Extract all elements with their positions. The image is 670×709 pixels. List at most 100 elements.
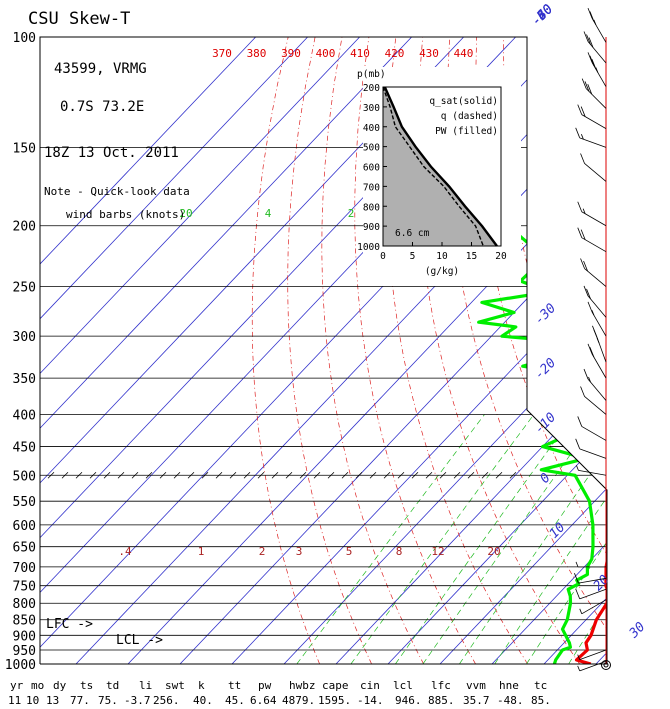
wind-barb <box>575 127 607 148</box>
wind-barb <box>583 31 607 64</box>
isobar-hatch <box>131 471 139 479</box>
index-value: -14. <box>357 694 384 707</box>
wind-barb-flag <box>574 573 579 584</box>
index-value: 256. <box>153 694 180 707</box>
isobar-hatch <box>187 471 195 479</box>
wind-barb-staff <box>581 237 607 253</box>
index-value: 35.7 <box>463 694 490 707</box>
isobar-hatch <box>229 471 237 479</box>
isobar-hatch <box>103 471 111 479</box>
wind-barb-flag <box>593 19 597 26</box>
isobar-hatch <box>215 471 223 479</box>
wind-barb-staff <box>587 295 607 318</box>
pressure-tick-label: 850 <box>13 614 36 629</box>
isobar-hatch <box>159 471 167 479</box>
wind-barb-flag <box>575 588 581 599</box>
wind-barb-flag <box>589 347 595 358</box>
index-value: 4879. <box>282 694 315 707</box>
wind-barb-flag <box>587 52 593 63</box>
isobar-hatch <box>299 471 307 479</box>
wind-barb-staff <box>581 426 607 441</box>
mixing-ratio-label: 2 <box>259 545 266 558</box>
wind-barb-flag <box>589 55 595 66</box>
index-value: 11 <box>8 694 21 707</box>
pressure-tick-label: 1000 <box>5 658 36 673</box>
pressure-tick-label: 300 <box>13 330 36 345</box>
wind-barb-staff <box>581 211 607 227</box>
index-value: 946. <box>395 694 422 707</box>
dry-adiabat-line <box>583 37 607 664</box>
index-value: 10 <box>26 694 39 707</box>
index-header: ts <box>80 679 93 692</box>
wind-barb <box>576 465 607 476</box>
chart-title: CSU Skew-T <box>28 9 130 29</box>
index-header: li <box>139 679 152 692</box>
wind-barb-staff <box>591 353 607 379</box>
isotherm-line <box>127 37 607 664</box>
isotherm-line <box>335 37 607 664</box>
wind-barb-flag <box>577 104 583 115</box>
wind-barb-flag <box>582 208 586 214</box>
pressure-tick-label: 250 <box>13 281 36 296</box>
pressure-tick-label: 400 <box>13 408 36 423</box>
isotherm-label: 30 <box>626 619 649 642</box>
wind-barb-flag <box>588 376 591 383</box>
isotherm-line <box>40 37 308 664</box>
theta-label: 440 <box>454 47 474 60</box>
mixing-ratio-label: 4 <box>265 207 272 220</box>
wind-barb-flag <box>591 59 597 70</box>
wind-barb-flag <box>580 258 585 269</box>
wind-barb-flag <box>589 11 595 22</box>
isobar-hatch <box>439 471 447 479</box>
dewpoint-curve <box>477 224 595 664</box>
index-header: mo <box>31 679 44 692</box>
pressure-tick-label: 600 <box>13 519 36 534</box>
dry-adiabat-line <box>638 37 670 664</box>
wind-barb-flag <box>581 78 587 89</box>
index-header: hwbz <box>289 679 316 692</box>
wind-barb <box>579 599 607 615</box>
wind-barb-flag <box>581 134 584 140</box>
index-value: 45. <box>225 694 245 707</box>
pressure-tick-label: 950 <box>13 644 36 659</box>
lfc-label: LFC -> <box>46 617 93 632</box>
pressure-tick-label: 100 <box>13 31 36 46</box>
isobar-hatch <box>327 471 335 479</box>
wind-barb <box>577 649 607 660</box>
pressure-tick-label: 900 <box>13 629 36 644</box>
isobar-hatch <box>89 471 97 479</box>
pressure-tick-label: 550 <box>13 495 36 510</box>
isobar-hatch <box>341 471 349 479</box>
isobar-hatch <box>481 471 489 479</box>
inset-x-tick-label: 15 <box>466 251 477 262</box>
isotherm-line <box>439 37 607 664</box>
wind-barb-staff <box>584 396 607 415</box>
inset-legend-entry: PW (filled) <box>435 126 498 137</box>
isobar-hatch <box>271 471 279 479</box>
wind-barb-column <box>574 7 611 672</box>
inset-y-tick-label: 200 <box>363 83 380 94</box>
isotherm-line <box>179 37 607 664</box>
wind-barb-staff <box>587 378 607 401</box>
index-header: pw <box>258 679 272 692</box>
wind-barb-staff <box>591 62 607 87</box>
wind-barb-flag <box>588 37 594 48</box>
inset-y-tick-label: 300 <box>363 103 380 114</box>
wind-barb-flag <box>583 285 589 297</box>
index-value: 6.64 <box>250 694 277 707</box>
wind-barb-flag <box>580 386 585 397</box>
lcl-label: LCL -> <box>116 633 163 648</box>
inset-y-axis-label: p(mb) <box>357 69 386 80</box>
index-header: dy <box>53 679 67 692</box>
mixing-ratio-label: .4 <box>118 545 132 558</box>
isotherm-label: 10 <box>547 520 569 542</box>
pressure-tick-label: 450 <box>13 441 36 456</box>
wind-barb <box>592 325 607 363</box>
wind-barb-staff <box>587 41 607 64</box>
wind-barb <box>575 561 606 568</box>
wind-barb-flag <box>584 81 590 92</box>
isobar-hatch <box>467 471 475 479</box>
wind-barb-flag <box>596 338 600 344</box>
isotherm-label: -40 <box>529 2 556 29</box>
